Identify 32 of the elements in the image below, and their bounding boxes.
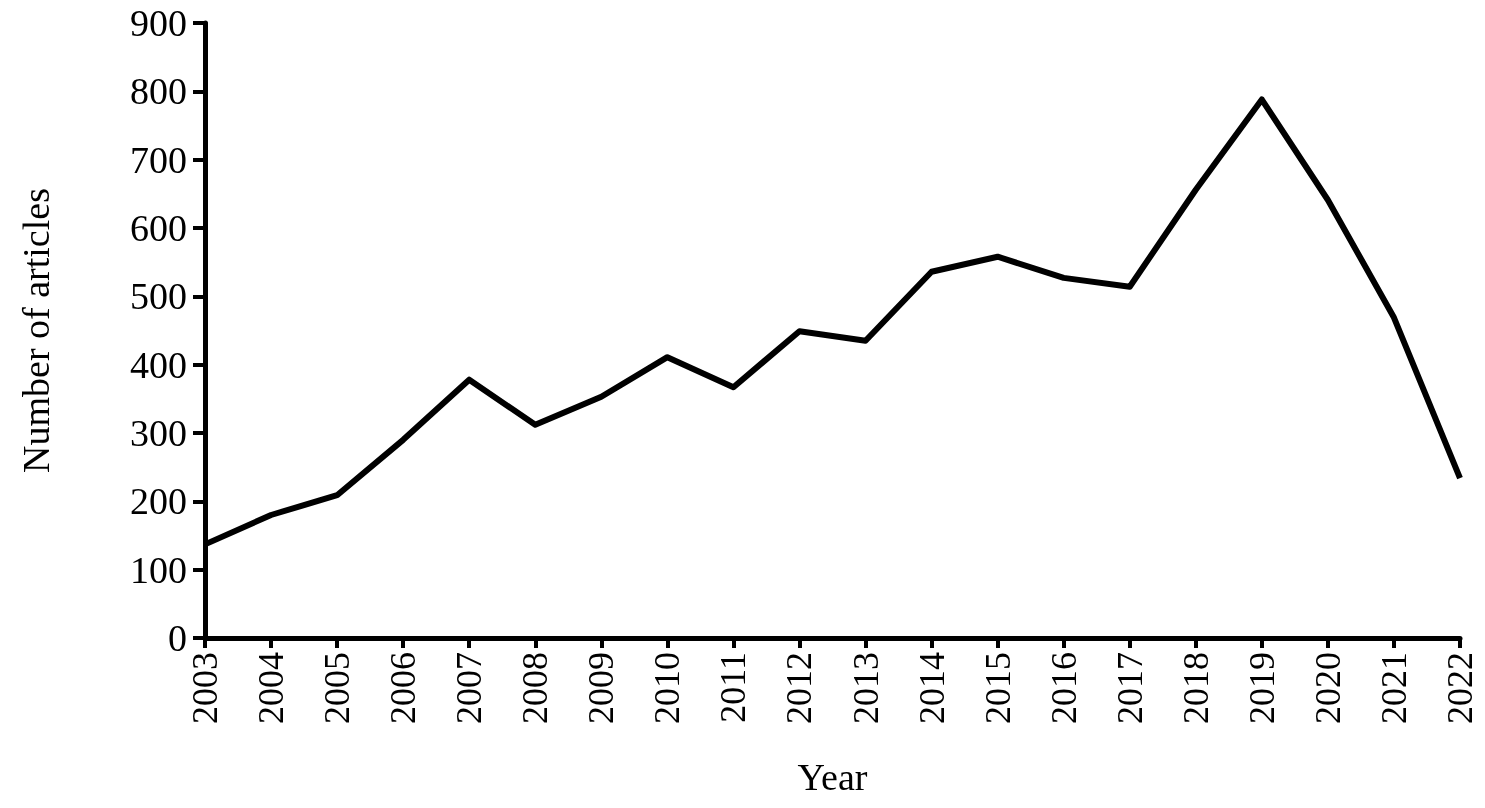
y-tick-label: 500	[130, 275, 187, 318]
y-tick-label: 200	[130, 480, 187, 523]
y-tick-label: 300	[130, 412, 187, 454]
x-tick-label: 2006	[383, 652, 424, 724]
y-tick-label: 600	[130, 207, 187, 249]
y-tick-label: 100	[130, 548, 187, 591]
x-tick-label: 2003	[185, 652, 225, 724]
x-tick-label: 2014	[911, 652, 952, 724]
x-tick-label: 2009	[581, 652, 622, 724]
y-axis-title: Number of articles	[15, 188, 57, 473]
x-tick-label: 2015	[977, 652, 1018, 724]
x-tick-label: 2018	[1175, 652, 1216, 724]
x-tick-label: 2017	[1109, 652, 1150, 724]
y-tick-label: 400	[130, 343, 187, 386]
x-tick-label: 2019	[1241, 652, 1282, 724]
y-tick-label: 900	[130, 2, 187, 44]
y-tick-label: 0	[168, 617, 187, 659]
x-axis-title: Year	[797, 756, 868, 798]
x-tick-label: 2012	[779, 652, 820, 724]
x-tick-label: 2021	[1373, 652, 1414, 724]
y-tick-label: 800	[130, 70, 187, 113]
x-tick-label: 2016	[1043, 652, 1084, 724]
x-tick-label: 2007	[449, 652, 490, 724]
x-tick-label: 2011	[713, 652, 754, 723]
y-tick-label: 700	[130, 138, 187, 181]
x-tick-label: 2005	[317, 652, 358, 724]
x-tick-label: 2013	[845, 652, 886, 724]
x-tick-label: 2004	[251, 652, 292, 724]
x-tick-label: 2010	[647, 652, 688, 724]
x-tick-label: 2008	[515, 652, 556, 724]
x-tick-label: 2020	[1307, 652, 1348, 724]
x-tick-label: 2022	[1440, 652, 1480, 724]
